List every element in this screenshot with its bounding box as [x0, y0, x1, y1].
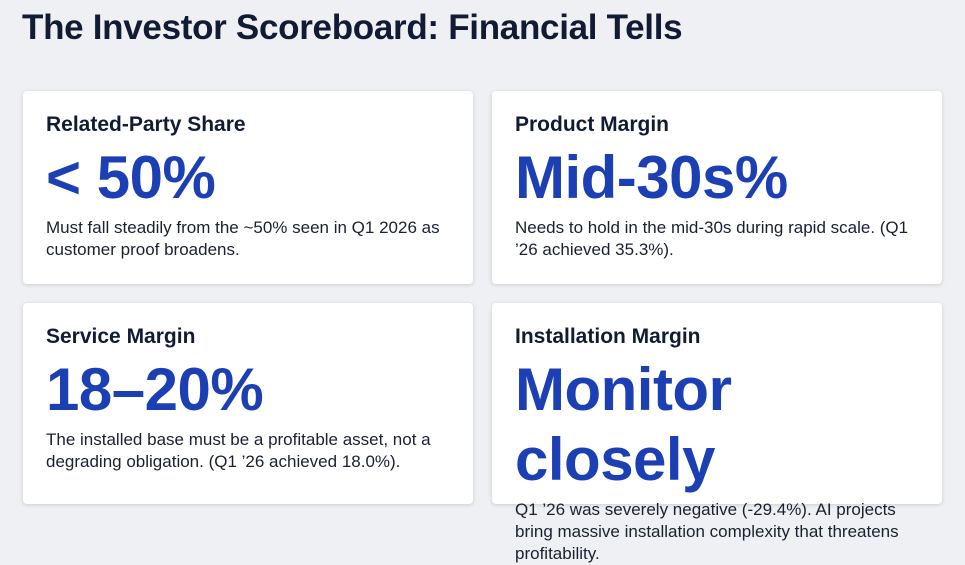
- card-value: 18–20%: [46, 356, 264, 423]
- card-label: Product Margin: [515, 113, 670, 136]
- card-label: Related-Party Share: [46, 113, 246, 136]
- card-label: Service Margin: [46, 325, 196, 348]
- card: Related-Party Share < 50% Must fall stea…: [23, 91, 473, 284]
- card: Service Margin 18–20% The installed base…: [23, 303, 473, 504]
- card-label: Installation Margin: [515, 325, 701, 348]
- page: The Investor Scoreboard: Financial Tells…: [22, 8, 942, 563]
- card-value: Monitor closely: [515, 356, 732, 493]
- card-description: The installed base must be a profitable …: [46, 430, 431, 471]
- card: Product Margin Mid-30s% Needs to hold in…: [492, 91, 942, 284]
- card-value: Mid-30s%: [515, 144, 788, 211]
- card-description: Q1 ’26 was severely negative (-29.4%). A…: [515, 500, 899, 563]
- card-description: Must fall steadily from the ~50% seen in…: [46, 218, 440, 259]
- card: Installation Margin Monitor closely Q1 ’…: [492, 303, 942, 563]
- card-value: < 50%: [46, 144, 216, 211]
- card-description: Needs to hold in the mid-30s during rapi…: [515, 218, 909, 259]
- page-title: The Investor Scoreboard: Financial Tells: [22, 8, 683, 47]
